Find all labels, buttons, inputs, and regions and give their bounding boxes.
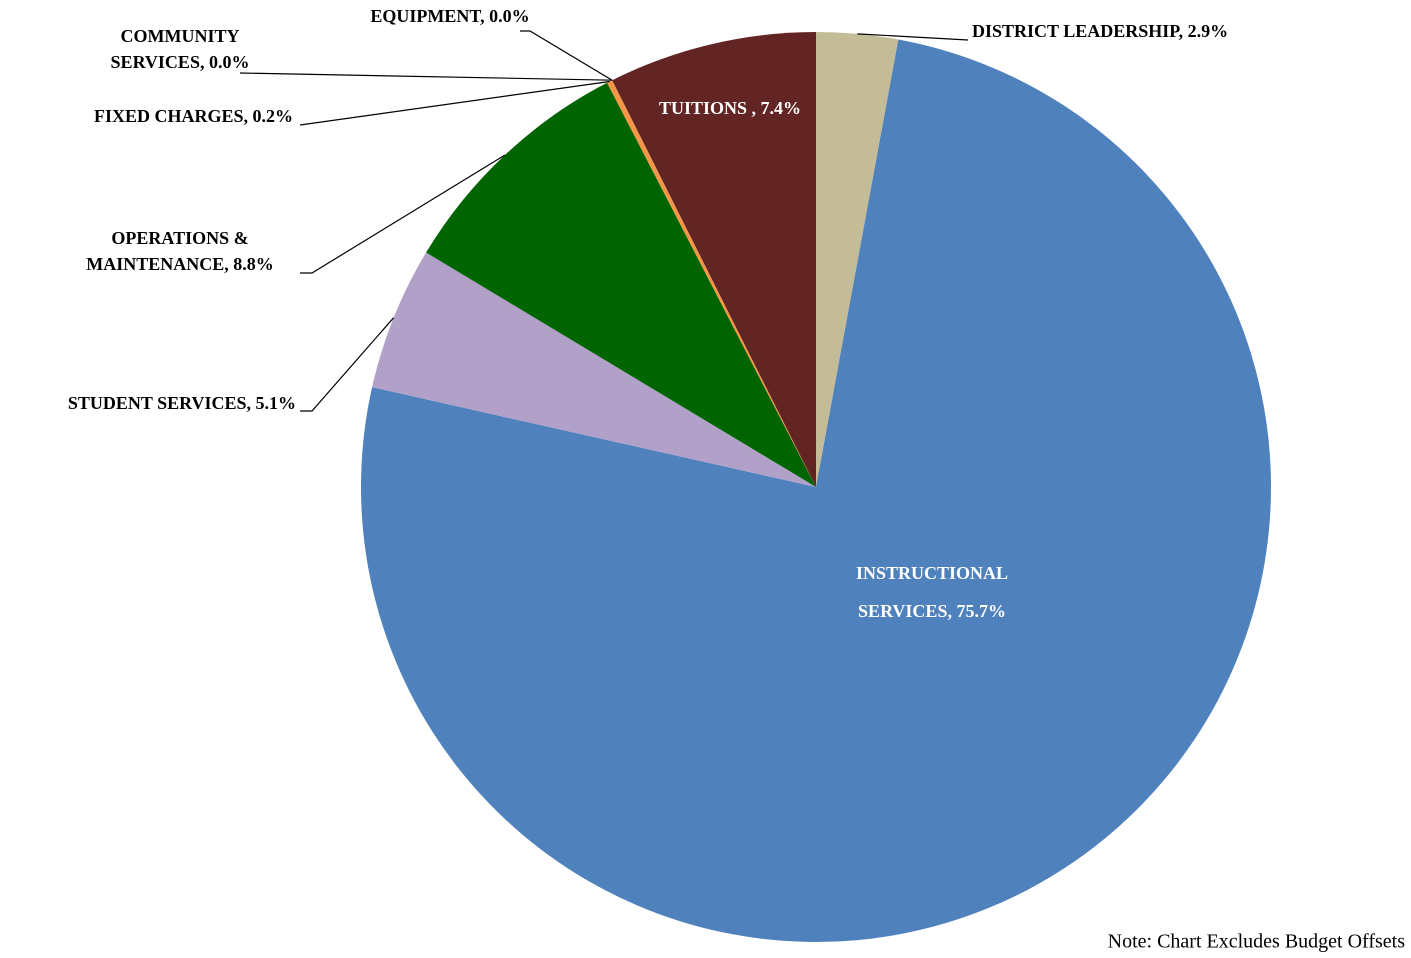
leader-line [520, 30, 613, 81]
data-label: STUDENT SERVICES, 5.1% [68, 393, 296, 413]
leader-line [299, 80, 610, 126]
data-label: COMMUNITY [121, 26, 240, 46]
data-label: SERVICES, 0.0% [111, 52, 250, 72]
pie-slice [607, 80, 816, 488]
data-label: DISTRICT LEADERSHIP, 2.9% [972, 21, 1228, 41]
pie-slice [612, 32, 816, 487]
labels: DISTRICT LEADERSHIP, 2.9% INSTRUCTIONAL SE… [68, 6, 1228, 621]
note: Note: Chart Excludes Budget Offsets [1108, 931, 1406, 953]
pie-slice [360, 39, 1272, 942]
data-label: INSTRUCTIONAL [856, 563, 1008, 583]
data-label: FIXED CHARGES, 0.2% [94, 106, 293, 126]
pie-slice [372, 252, 816, 487]
pie-slice [426, 82, 816, 487]
leader-line [300, 317, 395, 412]
leader-line [239, 72, 613, 81]
pie [360, 32, 1272, 942]
data-label: OPERATIONS & [111, 228, 248, 248]
leader-line [857, 33, 969, 41]
data-label: TUITIONS , 7.4% [659, 98, 801, 118]
pie-slice [816, 32, 899, 487]
leader-line [300, 154, 506, 274]
data-label: EQUIPMENT, 0.0% [370, 6, 529, 26]
data-label: MAINTENANCE, 8.8% [86, 254, 274, 274]
data-label: SERVICES, 75.7% [858, 601, 1006, 621]
